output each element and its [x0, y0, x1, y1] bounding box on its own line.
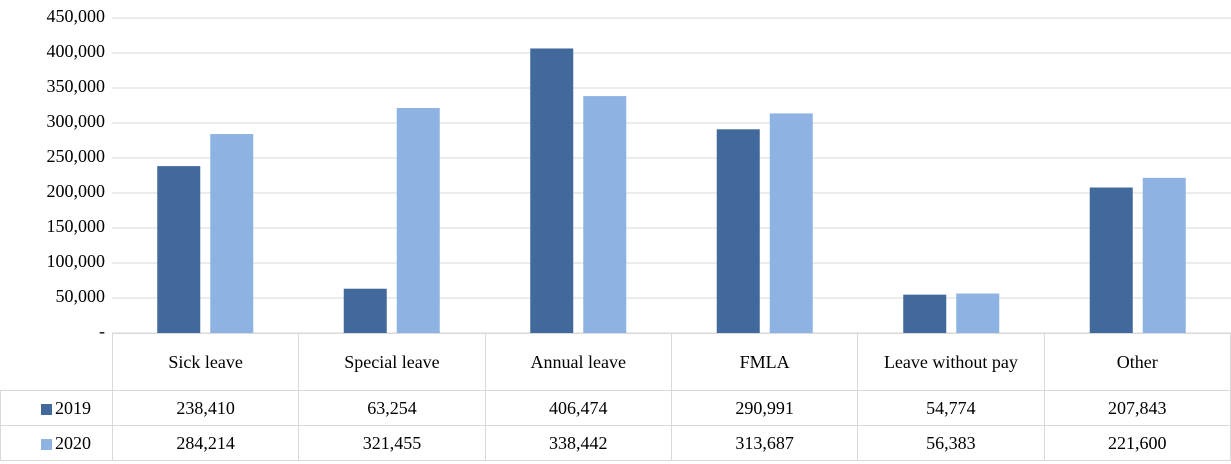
data-table: Sick leave Special leave Annual leave FMLA L…: [0, 333, 1231, 461]
legend-label: 2019: [55, 398, 91, 418]
value-cell: 406,474: [484, 390, 672, 426]
bar: [769, 113, 813, 333]
y-tick-label: 450,000: [47, 6, 106, 26]
y-tick-label: 400,000: [47, 41, 106, 61]
legend-label: 2020: [55, 433, 91, 453]
series-row: 2020 284,214 321,455 338,442 313,687 56,383 22…: [0, 425, 1231, 461]
value-cell: 56,383: [857, 425, 1045, 461]
category-cell: FMLA: [670, 333, 859, 391]
value-cell: 221,600: [1043, 425, 1231, 461]
legend-cell: 2020: [0, 425, 113, 461]
y-tick-label: 200,000: [47, 181, 106, 201]
bar: [716, 129, 760, 333]
legend-key: [41, 404, 52, 416]
legend-cell: 2019: [0, 390, 113, 426]
value-cell: 338,442: [484, 425, 672, 461]
value-cell: 207,843: [1043, 390, 1231, 426]
bar: [210, 134, 254, 333]
bar: [956, 293, 1000, 333]
value-cell: 238,410: [111, 390, 300, 426]
value-cell: 63,254: [298, 390, 486, 426]
y-tick-label: 50,000: [56, 286, 106, 306]
category-cell: Special leave: [298, 333, 486, 391]
y-tick-label: 150,000: [47, 216, 106, 236]
series-row: 2019 238,410 63,254 406,474 290,991 54,774 207…: [0, 390, 1231, 426]
bar: [1089, 187, 1133, 333]
bar: [343, 288, 387, 333]
bar: [903, 294, 947, 333]
legend-key: [41, 439, 52, 451]
category-cell: Leave without pay: [857, 333, 1045, 391]
value-cell: 54,774: [857, 390, 1045, 426]
y-tick-label: 100,000: [47, 251, 106, 271]
header-row: Sick leave Special leave Annual leave FMLA L…: [0, 333, 1231, 391]
corner-cell: [0, 333, 113, 391]
bar: [157, 166, 201, 333]
value-cell: 313,687: [670, 425, 859, 461]
y-tick-label: 300,000: [47, 111, 106, 131]
value-cell: 321,455: [298, 425, 486, 461]
bar: [583, 96, 627, 333]
value-cell: 290,991: [670, 390, 859, 426]
y-tick-label: 350,000: [47, 76, 106, 96]
bar: [530, 48, 574, 333]
category-cell: Annual leave: [484, 333, 672, 391]
y-tick-label: -: [99, 321, 105, 334]
y-tick-label: 250,000: [47, 146, 106, 166]
bar: [1142, 177, 1186, 333]
category-cell: Other: [1043, 333, 1231, 391]
plot: - 50,000 100,000 150,000 200,000 250,000 300,0…: [47, 6, 1231, 334]
bar: [396, 107, 440, 333]
value-cell: 284,214: [111, 425, 300, 461]
category-cell: Sick leave: [111, 333, 300, 391]
